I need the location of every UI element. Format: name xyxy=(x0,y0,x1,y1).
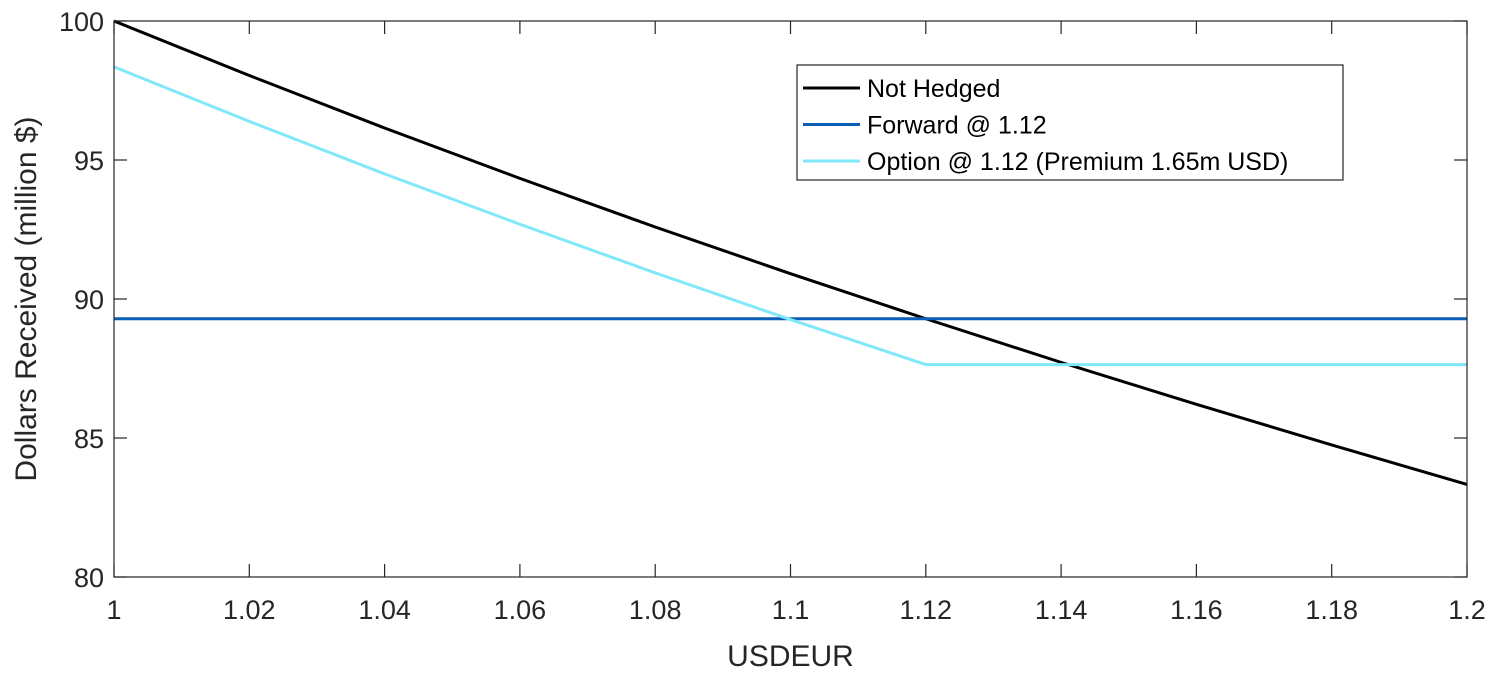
x-tick-label: 1.08 xyxy=(629,595,682,625)
x-axis-title: USDEUR xyxy=(727,640,854,673)
x-tick-label: 1.2 xyxy=(1448,595,1486,625)
series-line-0 xyxy=(113,19,1468,486)
x-tick-label: 1 xyxy=(106,595,121,625)
y-axis-title: Dollars Received (million $) xyxy=(10,116,43,481)
y-tick-label: 95 xyxy=(74,146,104,176)
x-tick-label: 1.02 xyxy=(223,595,276,625)
y-tick-label: 80 xyxy=(74,563,104,593)
x-tick-label: 1.12 xyxy=(900,595,953,625)
legend-box xyxy=(796,64,1344,181)
legend-label: Not Hedged xyxy=(867,75,1000,103)
x-tick-label: 1.18 xyxy=(1305,595,1358,625)
legend: Not Hedged Forward @ 1.12 Option @ 1.12 (P… xyxy=(796,64,1344,181)
x-tick-label: 1.14 xyxy=(1035,595,1088,625)
legend-label: Option @ 1.12 (Premium 1.65m USD) xyxy=(867,148,1288,176)
x-tick-label: 1.06 xyxy=(494,595,547,625)
series-line-2 xyxy=(113,65,1467,367)
legend-label: Forward @ 1.12 xyxy=(867,112,1047,140)
x-tick-label: 1.04 xyxy=(358,595,411,625)
x-tick-label: 1.1 xyxy=(772,595,810,625)
y-tick-label: 100 xyxy=(59,7,104,37)
series-layer xyxy=(113,19,1468,486)
ticks-layer: 1 1.02 1.04 1.06 1.08 1.1 1.12 1.14 1.16 1.18 1.2 8… xyxy=(59,7,1486,625)
y-tick-label: 90 xyxy=(74,285,104,315)
x-tick-label: 1.16 xyxy=(1170,595,1223,625)
y-tick-label: 85 xyxy=(74,424,104,454)
